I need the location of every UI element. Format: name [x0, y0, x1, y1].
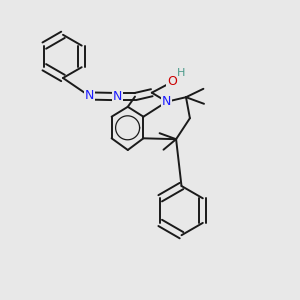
Text: H: H — [176, 68, 185, 79]
Text: O: O — [167, 75, 177, 88]
Text: N: N — [162, 95, 172, 108]
Text: N: N — [85, 89, 94, 103]
Text: N: N — [113, 90, 122, 103]
